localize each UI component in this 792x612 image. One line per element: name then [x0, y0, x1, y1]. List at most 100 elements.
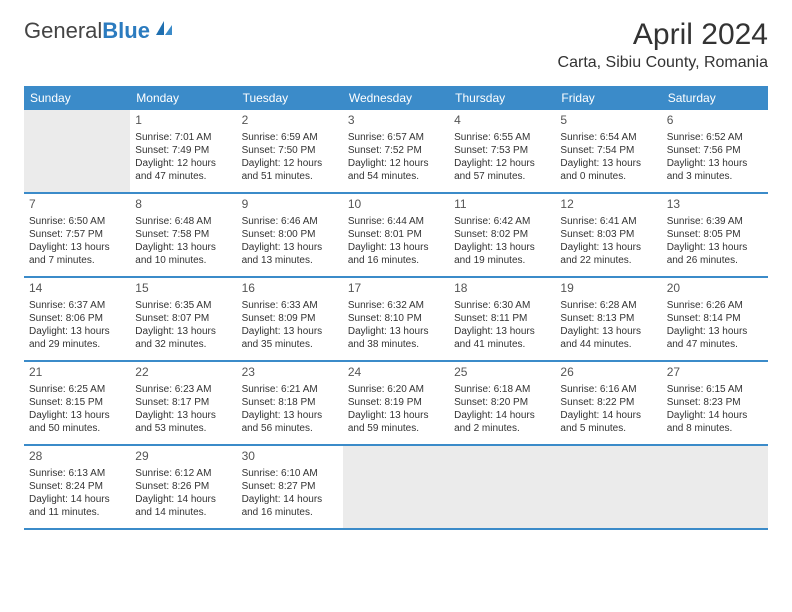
daylight1-text: Daylight: 13 hours: [454, 241, 550, 254]
day-number: 6: [667, 113, 763, 129]
sunrise-text: Sunrise: 6:21 AM: [242, 383, 338, 396]
calendar-cell: 15Sunrise: 6:35 AMSunset: 8:07 PMDayligh…: [130, 278, 236, 360]
calendar-cell: 20Sunrise: 6:26 AMSunset: 8:14 PMDayligh…: [662, 278, 768, 360]
daylight2-text: and 26 minutes.: [667, 254, 763, 267]
day-number: 26: [560, 365, 656, 381]
day-number: 1: [135, 113, 231, 129]
calendar-cell: 29Sunrise: 6:12 AMSunset: 8:26 PMDayligh…: [130, 446, 236, 528]
calendar-cell: 30Sunrise: 6:10 AMSunset: 8:27 PMDayligh…: [237, 446, 343, 528]
calendar-cell: 19Sunrise: 6:28 AMSunset: 8:13 PMDayligh…: [555, 278, 661, 360]
sunset-text: Sunset: 7:54 PM: [560, 144, 656, 157]
day-number: 20: [667, 281, 763, 297]
sunrise-text: Sunrise: 6:55 AM: [454, 131, 550, 144]
sunset-text: Sunset: 8:14 PM: [667, 312, 763, 325]
calendar-cell: 1 Sunrise: 7:01 AMSunset: 7:49 PMDaylight…: [130, 110, 236, 192]
calendar-cell: 24Sunrise: 6:20 AMSunset: 8:19 PMDayligh…: [343, 362, 449, 444]
calendar-cell: 27Sunrise: 6:15 AMSunset: 8:23 PMDayligh…: [662, 362, 768, 444]
daylight1-text: Daylight: 12 hours: [135, 157, 231, 170]
sunset-text: Sunset: 8:02 PM: [454, 228, 550, 241]
daylight2-text: and 14 minutes.: [135, 506, 231, 519]
sunrise-text: Sunrise: 6:59 AM: [242, 131, 338, 144]
daylight2-text: and 11 minutes.: [29, 506, 125, 519]
daylight2-text: and 51 minutes.: [242, 170, 338, 183]
sunrise-text: Sunrise: 6:13 AM: [29, 467, 125, 480]
daylight2-text: and 8 minutes.: [667, 422, 763, 435]
daylight1-text: Daylight: 14 hours: [560, 409, 656, 422]
week-row: 14Sunrise: 6:37 AMSunset: 8:06 PMDayligh…: [24, 278, 768, 362]
daylight2-text: and 38 minutes.: [348, 338, 444, 351]
sunrise-text: Sunrise: 6:46 AM: [242, 215, 338, 228]
sunset-text: Sunset: 8:24 PM: [29, 480, 125, 493]
daylight1-text: Daylight: 13 hours: [29, 241, 125, 254]
daylight2-text: and 29 minutes.: [29, 338, 125, 351]
week-row: 7Sunrise: 6:50 AMSunset: 7:57 PMDaylight…: [24, 194, 768, 278]
calendar-cell: [343, 446, 449, 528]
sunrise-text: Sunrise: 6:23 AM: [135, 383, 231, 396]
sunrise-text: Sunrise: 7:01 AM: [135, 131, 231, 144]
daylight1-text: Daylight: 14 hours: [29, 493, 125, 506]
sunset-text: Sunset: 8:20 PM: [454, 396, 550, 409]
daylight2-text: and 16 minutes.: [348, 254, 444, 267]
calendar-cell: 3Sunrise: 6:57 AMSunset: 7:52 PMDaylight…: [343, 110, 449, 192]
daylight1-text: Daylight: 12 hours: [242, 157, 338, 170]
daylight1-text: Daylight: 14 hours: [242, 493, 338, 506]
calendar-cell: [24, 110, 130, 192]
day-header-sun: Sunday: [24, 86, 130, 110]
logo-sail-icon: [154, 19, 174, 44]
sunset-text: Sunset: 8:00 PM: [242, 228, 338, 241]
sunrise-text: Sunrise: 6:28 AM: [560, 299, 656, 312]
logo-text-blue: Blue: [102, 18, 150, 43]
day-number: 4: [454, 113, 550, 129]
daylight2-text: and 54 minutes.: [348, 170, 444, 183]
daylight1-text: Daylight: 13 hours: [135, 241, 231, 254]
day-number: 28: [29, 449, 125, 465]
sunset-text: Sunset: 8:26 PM: [135, 480, 231, 493]
daylight2-text: and 22 minutes.: [560, 254, 656, 267]
logo-text: GeneralBlue: [24, 18, 150, 44]
day-number: 27: [667, 365, 763, 381]
header: GeneralBlue April 2024 Carta, Sibiu Coun…: [0, 0, 792, 80]
daylight2-text: and 35 minutes.: [242, 338, 338, 351]
daylight2-text: and 59 minutes.: [348, 422, 444, 435]
day-number: 2: [242, 113, 338, 129]
sunset-text: Sunset: 7:56 PM: [667, 144, 763, 157]
calendar-cell: [449, 446, 555, 528]
daylight2-text: and 32 minutes.: [135, 338, 231, 351]
daylight1-text: Daylight: 13 hours: [29, 409, 125, 422]
daylight1-text: Daylight: 13 hours: [560, 157, 656, 170]
calendar-cell: 28 Sunrise: 6:13 AMSunset: 8:24 PMDayligh…: [24, 446, 130, 528]
sunrise-text: Sunrise: 6:16 AM: [560, 383, 656, 396]
sunrise-text: Sunrise: 6:35 AM: [135, 299, 231, 312]
calendar-cell: 18Sunrise: 6:30 AMSunset: 8:11 PMDayligh…: [449, 278, 555, 360]
calendar-cell: 10Sunrise: 6:44 AMSunset: 8:01 PMDayligh…: [343, 194, 449, 276]
calendar-cell: 6Sunrise: 6:52 AMSunset: 7:56 PMDaylight…: [662, 110, 768, 192]
week-row: 1Sunrise: 7:01 AMSunset: 7:49 PMDaylight…: [24, 110, 768, 194]
location-subtitle: Carta, Sibiu County, Romania: [558, 54, 768, 72]
sunrise-text: Sunrise: 6:33 AM: [242, 299, 338, 312]
sunrise-text: Sunrise: 6:41 AM: [560, 215, 656, 228]
sunset-text: Sunset: 8:11 PM: [454, 312, 550, 325]
month-title: April 2024: [558, 18, 768, 52]
sunset-text: Sunset: 8:03 PM: [560, 228, 656, 241]
weeks-container: 1Sunrise: 7:01 AMSunset: 7:49 PMDaylight…: [24, 110, 768, 530]
daylight2-text: and 44 minutes.: [560, 338, 656, 351]
sunrise-text: Sunrise: 6:57 AM: [348, 131, 444, 144]
sunset-text: Sunset: 7:49 PM: [135, 144, 231, 157]
daylight2-text: and 3 minutes.: [667, 170, 763, 183]
day-number: 12: [560, 197, 656, 213]
sunrise-text: Sunrise: 6:12 AM: [135, 467, 231, 480]
calendar-cell: 22Sunrise: 6:23 AMSunset: 8:17 PMDayligh…: [130, 362, 236, 444]
week-row: 21Sunrise: 6:25 AMSunset: 8:15 PMDayligh…: [24, 362, 768, 446]
calendar-cell: 16Sunrise: 6:33 AMSunset: 8:09 PMDayligh…: [237, 278, 343, 360]
daylight1-text: Daylight: 13 hours: [29, 325, 125, 338]
sunset-text: Sunset: 7:53 PM: [454, 144, 550, 157]
calendar-cell: 5Sunrise: 6:54 AMSunset: 7:54 PMDaylight…: [555, 110, 661, 192]
daylight2-text: and 2 minutes.: [454, 422, 550, 435]
daylight1-text: Daylight: 12 hours: [454, 157, 550, 170]
calendar-cell: 9Sunrise: 6:46 AMSunset: 8:00 PMDaylight…: [237, 194, 343, 276]
daylight1-text: Daylight: 14 hours: [135, 493, 231, 506]
day-number: 22: [135, 365, 231, 381]
daylight1-text: Daylight: 13 hours: [348, 325, 444, 338]
sunset-text: Sunset: 8:17 PM: [135, 396, 231, 409]
sunset-text: Sunset: 7:57 PM: [29, 228, 125, 241]
